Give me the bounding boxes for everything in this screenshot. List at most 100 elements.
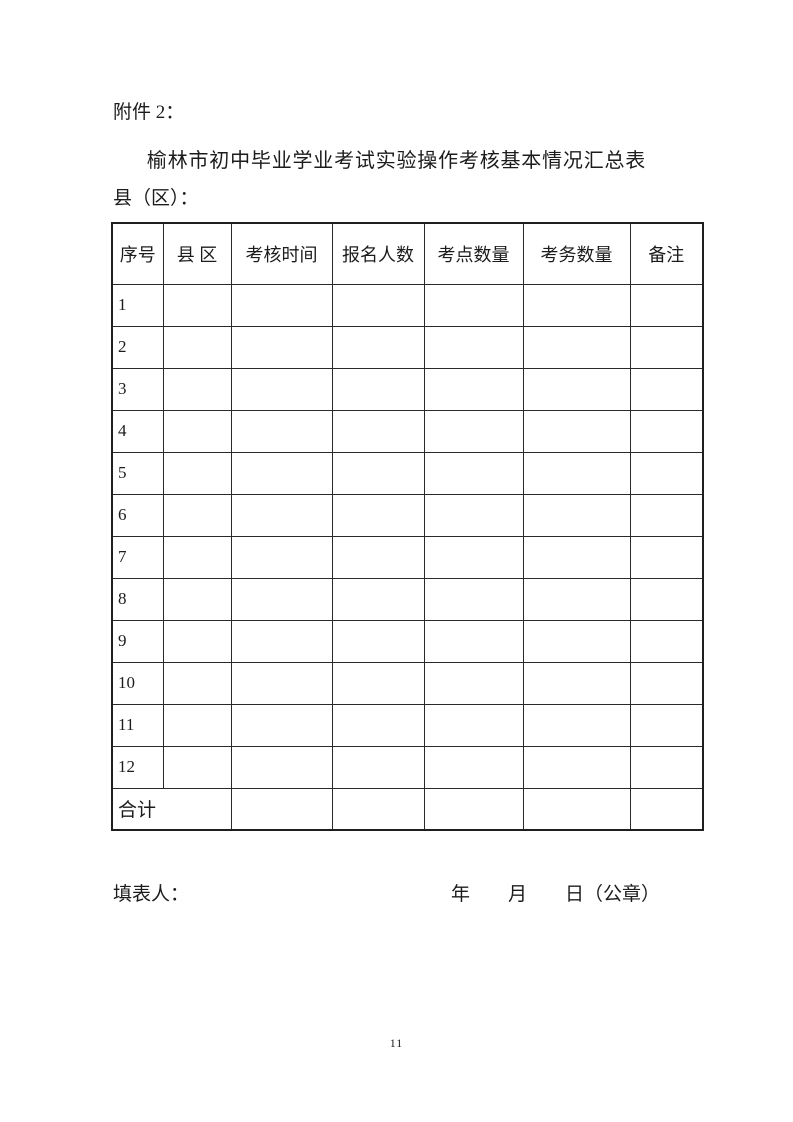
total-row: 合计 bbox=[111, 787, 704, 831]
empty-data-cell bbox=[423, 661, 524, 705]
empty-data-cell bbox=[331, 703, 425, 747]
empty-data-cell bbox=[423, 451, 524, 495]
filler-label: 填表人： bbox=[113, 884, 190, 905]
row-seq-cell: 12 bbox=[111, 745, 164, 789]
empty-data-cell bbox=[522, 409, 631, 453]
empty-data-cell bbox=[162, 703, 232, 747]
empty-data-cell bbox=[629, 619, 704, 663]
column-header-2: 考核时间 bbox=[230, 222, 333, 285]
table-row: 1 bbox=[111, 283, 704, 327]
row-seq-cell: 5 bbox=[111, 451, 164, 495]
column-header-5: 考务数量 bbox=[522, 222, 631, 285]
empty-data-cell bbox=[522, 703, 631, 747]
empty-data-cell bbox=[230, 493, 333, 537]
empty-data-cell bbox=[331, 745, 425, 789]
row-seq-cell: 6 bbox=[111, 493, 164, 537]
empty-data-cell bbox=[522, 787, 631, 831]
table-row: 5 bbox=[111, 451, 704, 495]
empty-data-cell bbox=[423, 577, 524, 621]
table-row: 3 bbox=[111, 367, 704, 411]
table-body: 1 2 3 4 5 6 7 8 9 10 11 12 合计 bbox=[111, 283, 704, 831]
empty-data-cell bbox=[162, 283, 232, 327]
empty-data-cell bbox=[331, 619, 425, 663]
table-row: 6 bbox=[111, 493, 704, 537]
empty-data-cell bbox=[629, 703, 704, 747]
table-row: 11 bbox=[111, 703, 704, 747]
table-row: 10 bbox=[111, 661, 704, 705]
footer-line: 填表人： 年 月 日（公章） bbox=[0, 882, 793, 908]
empty-data-cell bbox=[331, 577, 425, 621]
empty-data-cell bbox=[522, 367, 631, 411]
empty-data-cell bbox=[230, 325, 333, 369]
table-row: 12 bbox=[111, 745, 704, 789]
page-title: 榆林市初中毕业学业考试实验操作考核基本情况汇总表 bbox=[146, 150, 647, 172]
empty-data-cell bbox=[423, 283, 524, 327]
empty-data-cell bbox=[162, 325, 232, 369]
empty-data-cell bbox=[331, 451, 425, 495]
empty-data-cell bbox=[522, 283, 631, 327]
column-header-6: 备注 bbox=[629, 222, 704, 285]
empty-data-cell bbox=[230, 367, 333, 411]
empty-data-cell bbox=[230, 745, 333, 789]
empty-data-cell bbox=[230, 703, 333, 747]
row-seq-cell: 1 bbox=[111, 283, 164, 327]
empty-data-cell bbox=[522, 451, 631, 495]
empty-data-cell bbox=[162, 577, 232, 621]
empty-data-cell bbox=[629, 367, 704, 411]
empty-data-cell bbox=[331, 493, 425, 537]
column-header-0: 序号 bbox=[111, 222, 164, 285]
row-seq-cell: 8 bbox=[111, 577, 164, 621]
empty-data-cell bbox=[230, 787, 333, 831]
empty-data-cell bbox=[423, 493, 524, 537]
empty-data-cell bbox=[629, 493, 704, 537]
empty-data-cell bbox=[230, 661, 333, 705]
row-seq-cell: 4 bbox=[111, 409, 164, 453]
empty-data-cell bbox=[162, 535, 232, 579]
empty-data-cell bbox=[162, 451, 232, 495]
empty-data-cell bbox=[162, 367, 232, 411]
table-row: 7 bbox=[111, 535, 704, 579]
table-row: 2 bbox=[111, 325, 704, 369]
empty-data-cell bbox=[162, 409, 232, 453]
empty-data-cell bbox=[331, 367, 425, 411]
row-seq-cell: 9 bbox=[111, 619, 164, 663]
empty-data-cell bbox=[230, 577, 333, 621]
empty-data-cell bbox=[230, 451, 333, 495]
row-seq-cell: 2 bbox=[111, 325, 164, 369]
empty-data-cell bbox=[522, 745, 631, 789]
row-seq-cell: 11 bbox=[111, 703, 164, 747]
row-seq-cell: 10 bbox=[111, 661, 164, 705]
empty-data-cell bbox=[331, 787, 425, 831]
empty-data-cell bbox=[423, 787, 524, 831]
table-row: 8 bbox=[111, 577, 704, 621]
empty-data-cell bbox=[629, 661, 704, 705]
table-row: 4 bbox=[111, 409, 704, 453]
empty-data-cell bbox=[331, 283, 425, 327]
attachment-label: 附件 2： bbox=[113, 102, 185, 123]
row-seq-cell: 3 bbox=[111, 367, 164, 411]
empty-data-cell bbox=[162, 493, 232, 537]
page-number: 11 bbox=[389, 1036, 404, 1050]
empty-data-cell bbox=[423, 409, 524, 453]
empty-data-cell bbox=[230, 619, 333, 663]
empty-data-cell bbox=[522, 577, 631, 621]
empty-data-cell bbox=[629, 577, 704, 621]
empty-data-cell bbox=[423, 745, 524, 789]
empty-data-cell bbox=[423, 325, 524, 369]
column-header-4: 考点数量 bbox=[423, 222, 524, 285]
empty-data-cell bbox=[629, 535, 704, 579]
empty-data-cell bbox=[629, 283, 704, 327]
empty-data-cell bbox=[230, 283, 333, 327]
empty-data-cell bbox=[629, 787, 704, 831]
total-row-label: 合计 bbox=[111, 787, 232, 831]
column-header-3: 报名人数 bbox=[331, 222, 425, 285]
empty-data-cell bbox=[522, 535, 631, 579]
empty-data-cell bbox=[162, 745, 232, 789]
empty-data-cell bbox=[629, 745, 704, 789]
table-row: 9 bbox=[111, 619, 704, 663]
empty-data-cell bbox=[629, 409, 704, 453]
column-header-1: 县 区 bbox=[162, 222, 232, 285]
empty-data-cell bbox=[522, 661, 631, 705]
empty-data-cell bbox=[522, 619, 631, 663]
